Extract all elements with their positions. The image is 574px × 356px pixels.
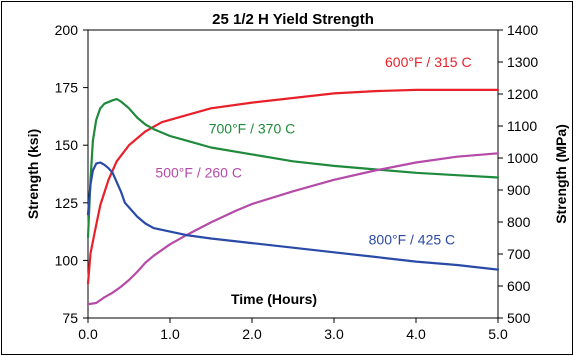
- series-label-2: 500°F / 260 C: [155, 164, 242, 180]
- x-tick-label: 1.0: [160, 326, 180, 342]
- y2-tick-label: 900: [507, 182, 531, 198]
- series-line-0: [86, 88, 500, 285]
- series-label-0: 600°F / 315 C: [385, 54, 472, 70]
- y2-tick-label: 1100: [507, 118, 537, 134]
- series-line-1: [86, 97, 500, 239]
- y2-tick-label: 1200: [507, 86, 538, 102]
- y-tick-label: 175: [55, 80, 79, 96]
- y-tick-label: 150: [55, 137, 79, 153]
- y-tick-label: 100: [55, 252, 79, 268]
- y2-tick-label: 700: [507, 246, 531, 262]
- axes: 0.0 1.0 2.0 3.0 4.0 5.0 75 100 125 150 175 200 500 60…: [55, 22, 539, 342]
- x-tick-label: 4.0: [406, 326, 426, 342]
- y2-tick-label: 1000: [507, 150, 538, 166]
- x-tick-label: 0.0: [78, 326, 98, 342]
- series-lines: [86, 88, 500, 306]
- x-axis-title: Time (Hours): [231, 291, 317, 307]
- y2-tick-label: 1300: [507, 54, 538, 70]
- y2-axis-title: Strength (MPa): [553, 124, 569, 224]
- y2-tick-label: 1400: [507, 22, 538, 38]
- y-tick-label: 125: [55, 195, 79, 211]
- x-tick-label: 3.0: [324, 326, 344, 342]
- y-axis-title: Strength (ksi): [25, 129, 41, 219]
- y-tick-label: 200: [55, 22, 79, 38]
- series-label-3: 800°F / 425 C: [369, 231, 456, 247]
- series-labels: 600°F / 315 C 700°F / 370 C 500°F / 260 C 8…: [155, 54, 471, 247]
- y2-tick-label: 800: [507, 214, 531, 230]
- x-tick-label: 5.0: [488, 326, 508, 342]
- series-label-1: 700°F / 370 C: [209, 121, 296, 137]
- y2-tick-label: 500: [507, 310, 531, 326]
- plot-area: [87, 29, 499, 319]
- y-tick-label: 75: [62, 310, 78, 326]
- series-line-3: [86, 161, 500, 271]
- x-tick-label: 2.0: [242, 326, 262, 342]
- y2-tick-label: 600: [507, 278, 531, 294]
- series-line-2: [86, 152, 500, 306]
- chart-title: 25 1/2 H Yield Strength: [212, 11, 374, 28]
